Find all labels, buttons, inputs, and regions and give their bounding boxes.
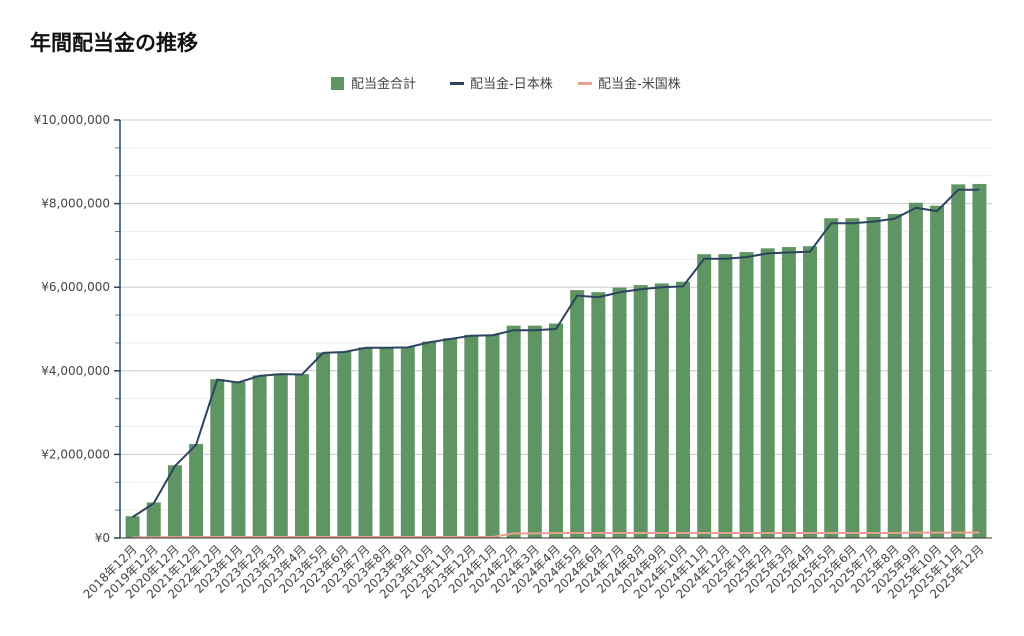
legend-swatch: [331, 77, 344, 90]
bar[interactable]: [591, 292, 606, 538]
bar[interactable]: [887, 214, 902, 539]
y-tick-label: ¥4,000,000: [41, 364, 110, 378]
bar[interactable]: [739, 252, 754, 538]
bar[interactable]: [485, 334, 500, 538]
y-tick-label: ¥8,000,000: [41, 197, 110, 211]
bar[interactable]: [549, 323, 563, 538]
bar[interactable]: [570, 290, 585, 538]
bar[interactable]: [379, 347, 394, 538]
bar[interactable]: [252, 375, 267, 538]
bar[interactable]: [527, 325, 542, 538]
legend-label: 配当金合計: [351, 76, 416, 92]
bar[interactable]: [697, 254, 712, 539]
bar[interactable]: [146, 502, 161, 538]
bar[interactable]: [845, 218, 860, 539]
bar[interactable]: [316, 352, 331, 538]
bar[interactable]: [951, 184, 966, 538]
bar[interactable]: [760, 248, 775, 539]
bar[interactable]: [506, 325, 521, 538]
bar[interactable]: [866, 216, 881, 538]
bar[interactable]: [294, 374, 309, 538]
bar[interactable]: [421, 341, 436, 538]
series-line[interactable]: [132, 188, 980, 518]
bar[interactable]: [824, 218, 839, 539]
bar[interactable]: [930, 205, 945, 538]
bar[interactable]: [908, 202, 923, 539]
y-tick-label: ¥0: [95, 531, 110, 545]
bar[interactable]: [189, 443, 204, 538]
legend-label: 配当金-日本株: [470, 76, 553, 92]
bar[interactable]: [972, 183, 987, 539]
bar[interactable]: [400, 346, 415, 538]
bar[interactable]: [676, 281, 691, 538]
bar[interactable]: [443, 338, 458, 538]
bar[interactable]: [210, 379, 225, 538]
legend-label: 配当金-米国株: [598, 76, 681, 92]
chart-title: 年間配当金の推移: [30, 31, 198, 55]
bar[interactable]: [781, 247, 796, 538]
bar[interactable]: [167, 465, 182, 538]
bar[interactable]: [612, 287, 627, 538]
bar[interactable]: [337, 351, 352, 538]
bar[interactable]: [464, 334, 479, 538]
bar[interactable]: [125, 516, 140, 538]
bar[interactable]: [231, 382, 246, 538]
bar[interactable]: [273, 373, 288, 538]
series-line[interactable]: [132, 531, 980, 539]
bar[interactable]: [718, 254, 733, 539]
y-tick-label: ¥2,000,000: [41, 447, 110, 461]
bar[interactable]: [803, 246, 818, 538]
bar[interactable]: [654, 283, 669, 538]
y-tick-label: ¥10,000,000: [34, 113, 110, 127]
bar[interactable]: [633, 285, 648, 538]
y-tick-label: ¥6,000,000: [41, 280, 110, 294]
bar[interactable]: [358, 347, 373, 538]
